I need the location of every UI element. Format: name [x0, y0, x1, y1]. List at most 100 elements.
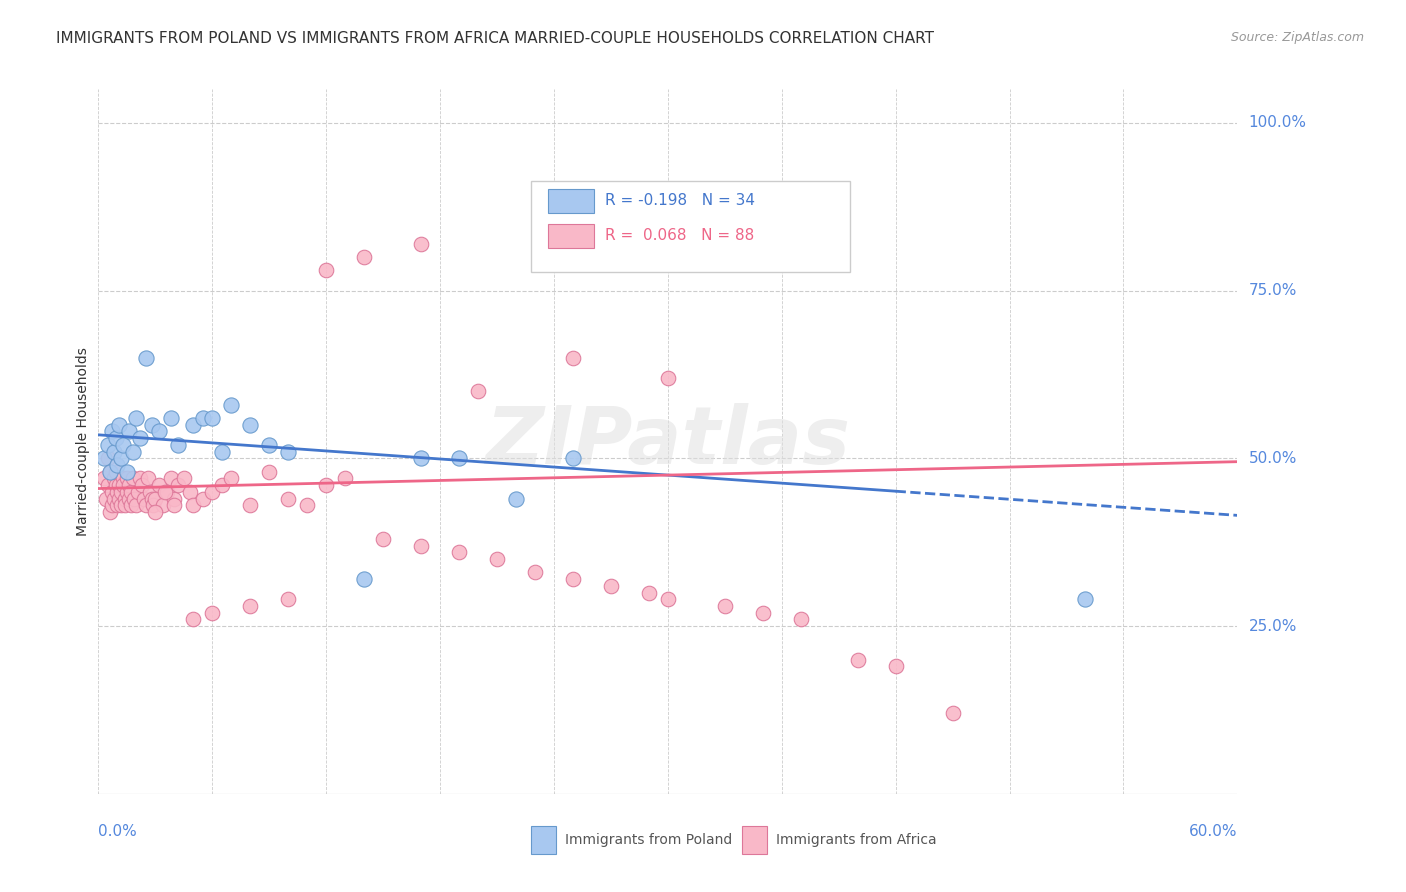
Point: [600, 579, 623, 593]
Point: [118, 425, 141, 439]
Point: [163, 491, 186, 506]
Point: [353, 250, 375, 264]
Text: 100.0%: 100.0%: [1249, 115, 1306, 130]
Point: [129, 431, 152, 445]
Point: [131, 478, 153, 492]
Point: [145, 505, 167, 519]
Point: [115, 465, 138, 479]
Point: [145, 491, 167, 506]
Point: [93, 451, 115, 466]
Point: [211, 444, 233, 458]
Point: [411, 236, 433, 251]
Point: [152, 498, 174, 512]
Point: [142, 498, 165, 512]
Point: [125, 498, 148, 512]
Point: [104, 465, 127, 479]
Point: [110, 484, 132, 499]
Point: [297, 498, 319, 512]
Point: [524, 566, 547, 580]
Point: [136, 471, 159, 485]
Point: [103, 491, 125, 506]
Point: [141, 417, 163, 432]
Point: [120, 498, 142, 512]
Point: [167, 438, 190, 452]
Point: [201, 484, 224, 499]
Point: [638, 585, 661, 599]
Point: [657, 592, 679, 607]
Point: [201, 411, 224, 425]
Point: [183, 417, 205, 432]
Point: [135, 498, 157, 512]
Point: [107, 458, 129, 472]
Point: [153, 484, 176, 499]
Point: [942, 706, 965, 721]
Point: [167, 478, 190, 492]
Point: [132, 491, 155, 506]
Point: [107, 484, 129, 499]
Point: [315, 478, 337, 492]
Text: 60.0%: 60.0%: [1189, 824, 1237, 839]
Point: [98, 465, 121, 479]
Point: [108, 417, 131, 432]
Point: [1074, 592, 1097, 607]
Point: [179, 484, 201, 499]
Point: [562, 451, 585, 466]
Point: [100, 484, 122, 499]
Text: 75.0%: 75.0%: [1249, 283, 1296, 298]
Text: ZIPatlas: ZIPatlas: [485, 402, 851, 481]
Point: [104, 478, 127, 492]
Point: [714, 599, 737, 613]
Point: [124, 491, 146, 506]
Text: R =  0.068   N = 88: R = 0.068 N = 88: [605, 228, 755, 244]
Point: [259, 438, 281, 452]
Point: [121, 471, 143, 485]
Point: [115, 471, 138, 485]
Point: [259, 465, 281, 479]
Point: [112, 471, 135, 485]
Point: [98, 465, 121, 479]
Point: [93, 471, 115, 485]
Point: [315, 263, 337, 277]
Point: [104, 431, 127, 445]
Point: [94, 491, 117, 506]
Point: [115, 484, 138, 499]
Point: [657, 371, 679, 385]
Point: [114, 491, 136, 506]
Point: [103, 444, 125, 458]
Point: [277, 491, 299, 506]
Point: [97, 451, 120, 466]
Point: [110, 498, 132, 512]
Point: [449, 451, 471, 466]
Point: [752, 606, 775, 620]
Point: [221, 471, 243, 485]
Text: IMMIGRANTS FROM POLAND VS IMMIGRANTS FROM AFRICA MARRIED-COUPLE HOUSEHOLDS CORRE: IMMIGRANTS FROM POLAND VS IMMIGRANTS FRO…: [56, 31, 934, 46]
Point: [163, 498, 186, 512]
Point: [353, 572, 375, 586]
Point: [112, 478, 135, 492]
Point: [103, 471, 125, 485]
Point: [97, 438, 120, 452]
Point: [114, 498, 136, 512]
Bar: [548, 224, 593, 248]
Point: [191, 411, 214, 425]
Point: [211, 478, 233, 492]
Point: [118, 478, 141, 492]
Point: [100, 425, 122, 439]
Text: 25.0%: 25.0%: [1249, 618, 1296, 633]
Point: [486, 552, 509, 566]
Point: [221, 398, 243, 412]
Bar: [531, 826, 557, 854]
Text: Immigrants from Africa: Immigrants from Africa: [776, 833, 936, 847]
Point: [108, 491, 131, 506]
Point: [112, 438, 135, 452]
Point: [108, 478, 131, 492]
FancyBboxPatch shape: [531, 181, 851, 272]
Point: [159, 411, 181, 425]
Point: [183, 498, 205, 512]
Point: [156, 484, 179, 499]
Point: [141, 491, 163, 506]
Point: [277, 444, 299, 458]
Point: [148, 425, 170, 439]
Point: [135, 351, 157, 365]
Point: [411, 451, 433, 466]
